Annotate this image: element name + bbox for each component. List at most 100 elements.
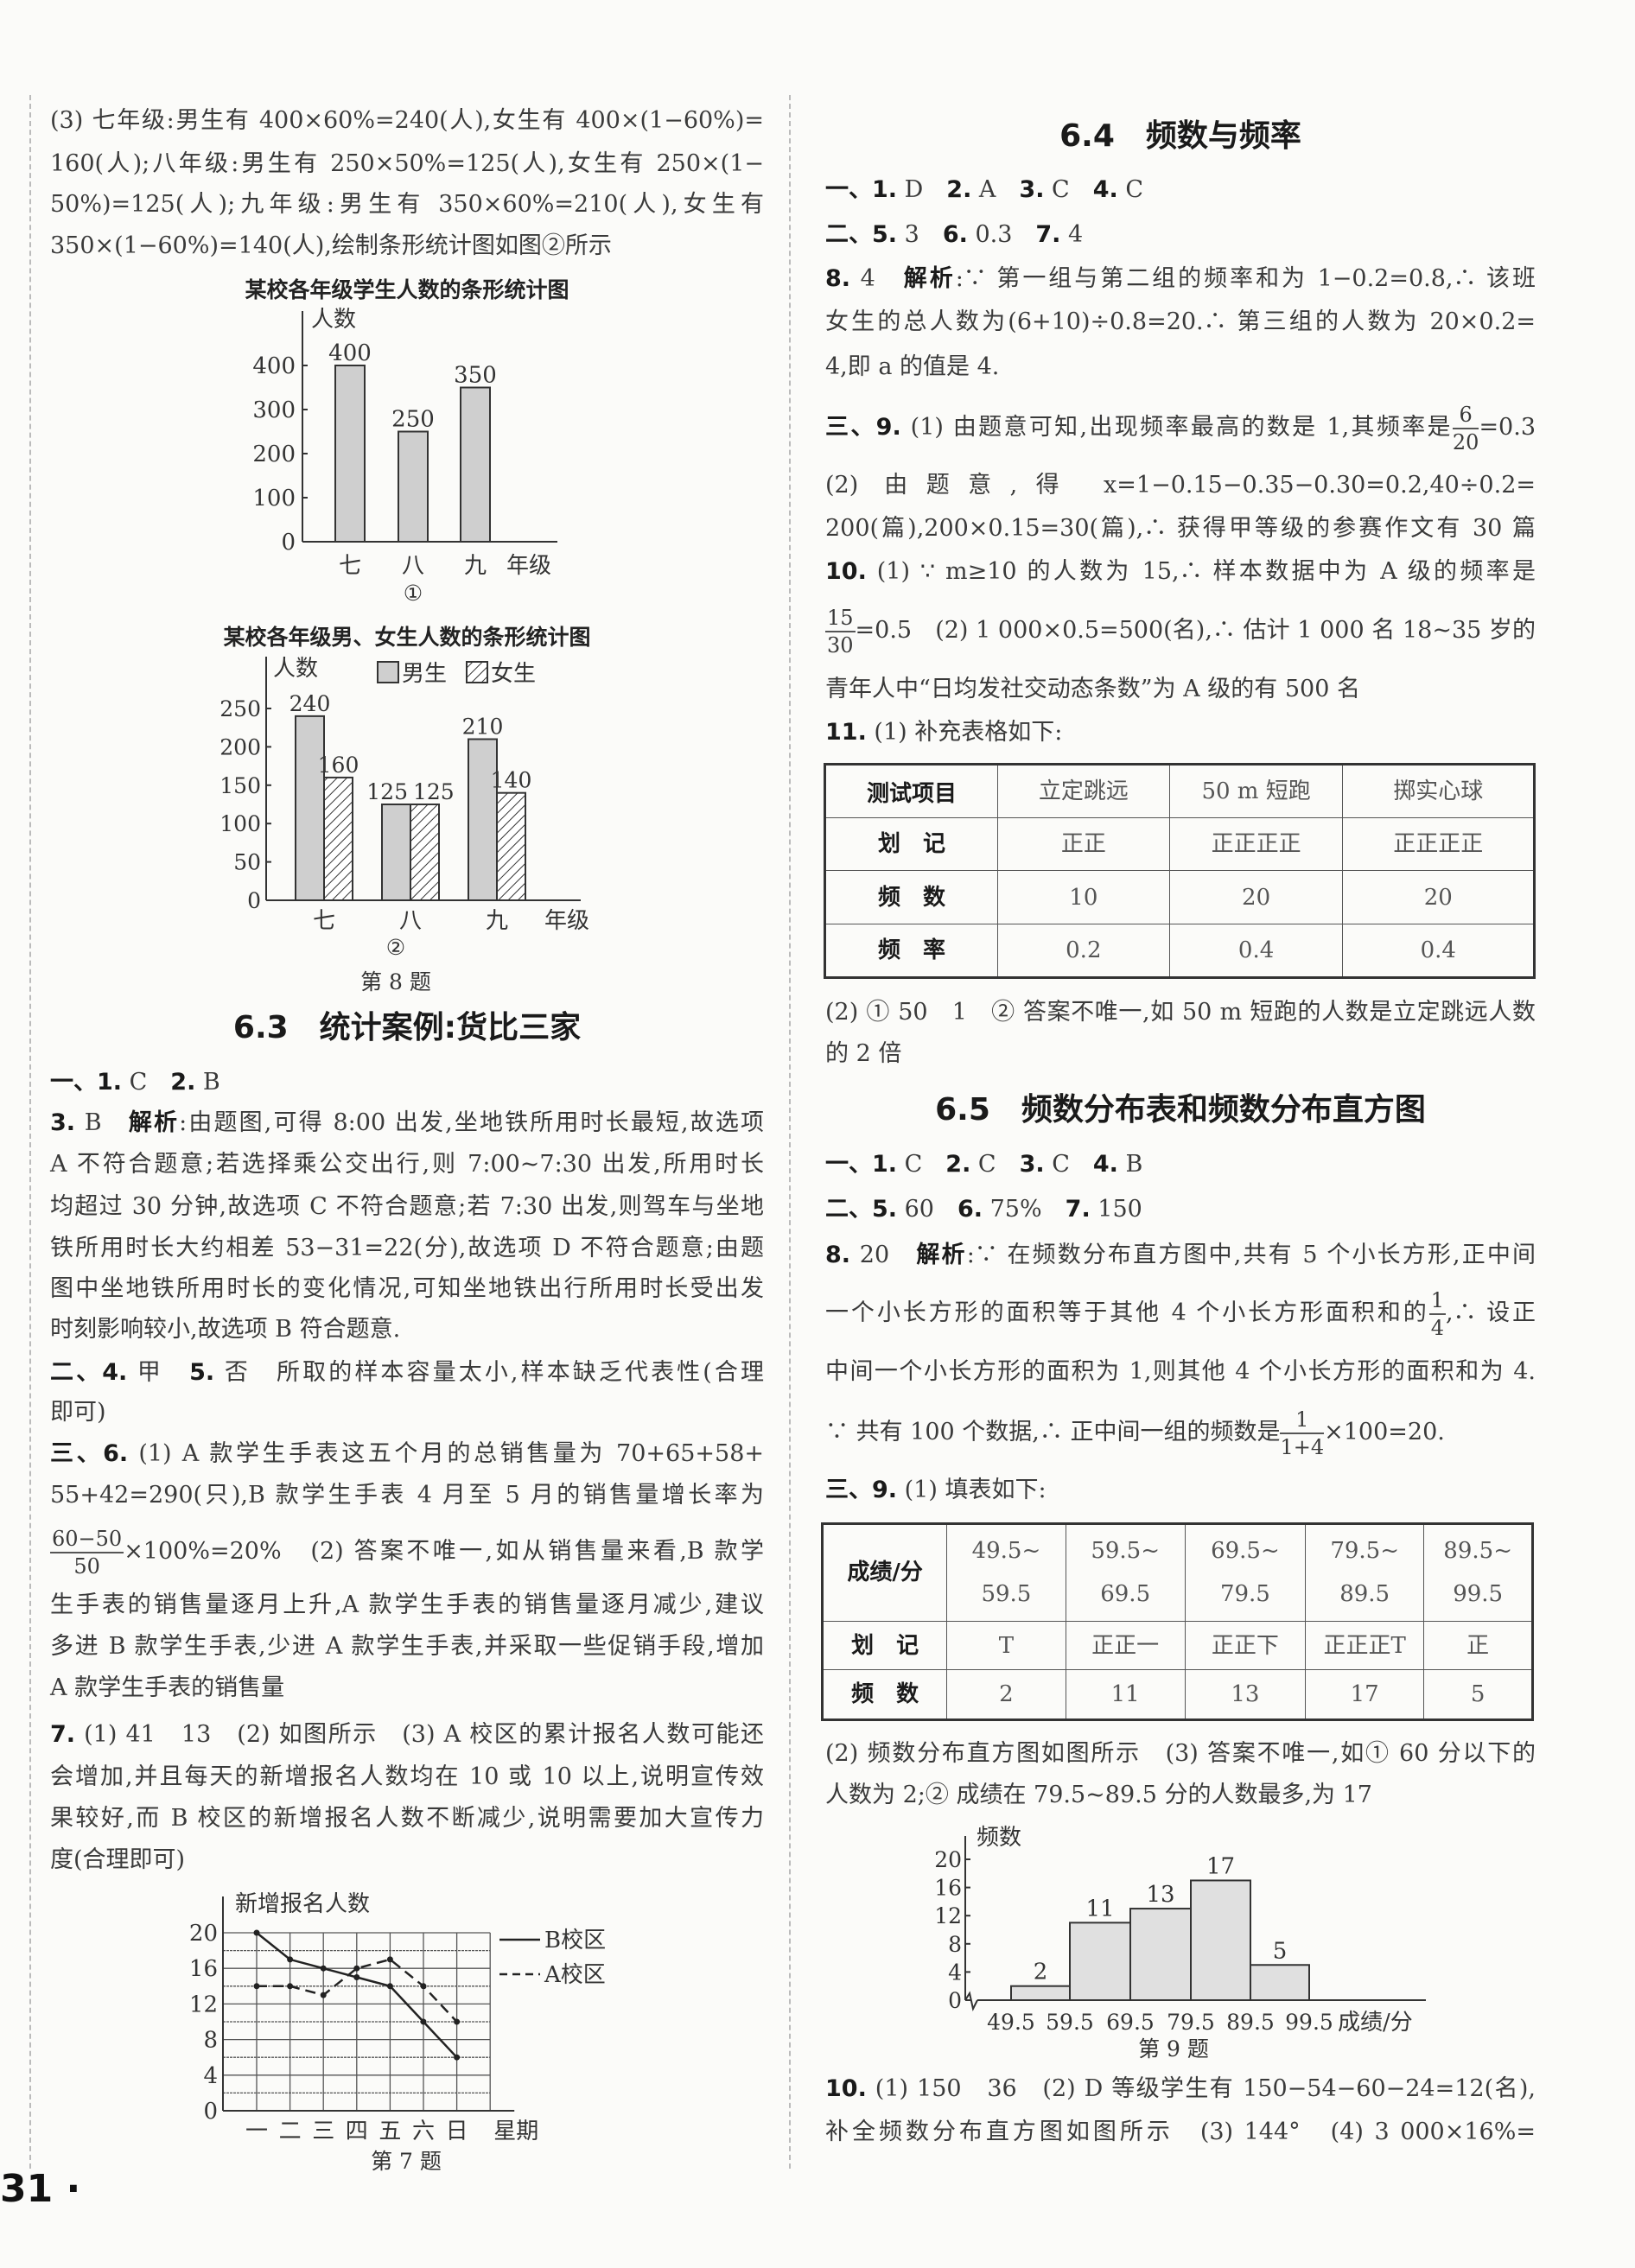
- y-tick-label: 16: [934, 1876, 962, 1901]
- row-header-cell: 测试项目: [824, 763, 998, 819]
- x-tick-label: 99.5: [1285, 2010, 1333, 2035]
- fraction: 1 1+4: [1280, 1407, 1325, 1460]
- table-cell: 立定跳远: [996, 763, 1170, 819]
- y-tick-label: 0: [247, 888, 261, 913]
- bold-label: 一、1.: [50, 1069, 123, 1096]
- y-tick-label: 100: [252, 486, 296, 511]
- chart1-caption: ①: [403, 581, 423, 606]
- text-segment: 4: [850, 265, 904, 292]
- y-tick-label: 8: [948, 1932, 962, 1957]
- test-items-table: 测试项目 立定跳远 50 m 短跑 掷实心球划 记正正 正正正正 正正正正频 数 10 20 2…: [824, 763, 1536, 979]
- text-line: 160(人);八年级:男生有 250×50%=125(人),女生有 250×(1…: [50, 143, 764, 185]
- bold-label: 解析: [916, 1242, 967, 1268]
- text-segment: 55+42=290(只),B 款学生手表 4 月至 5 月的销售量增长率为: [50, 1482, 764, 1509]
- data-point: [353, 1965, 360, 1972]
- score-frequency-table: 成绩/分 49.5~ 59.5 59.5~ 69.5 69.5~ 79.5 79.5~ …: [821, 1522, 1534, 1721]
- section-heading: 6.4 频数与频率: [1059, 118, 1301, 154]
- data-point: [420, 1983, 427, 1990]
- text-line: 铁所用时长大约相差 53−31=22(分),故选项 D 不符合题意;由题: [50, 1228, 764, 1269]
- table-cell: 59.5~ 69.5: [1065, 1523, 1186, 1622]
- text-segment: 青年人中“日均发社交动态条数”为 A 级的有 500 名: [825, 676, 1360, 702]
- row-header-cell: 频 数: [821, 1669, 948, 1720]
- bold-label: 2.: [946, 176, 972, 203]
- table-cell: 正正: [996, 817, 1170, 872]
- text-line: 二、4. 甲 5. 否 所取的样本容量太小,样本缺乏代表性(合理: [50, 1352, 764, 1394]
- bold-label: 2.: [170, 1069, 196, 1096]
- bar-value-label: 2: [1034, 1960, 1048, 1985]
- data-point: [386, 1956, 393, 1963]
- text-segment: B: [1117, 1151, 1143, 1178]
- text-segment: ∵ 共有 100 个数据,∴ 正中间一组的频数是: [825, 1419, 1281, 1445]
- text-segment: ,∴ 设正: [1445, 1299, 1536, 1326]
- fraction-denominator: 50: [73, 1553, 100, 1579]
- y-tick-label: 12: [934, 1903, 962, 1928]
- text-segment: (1) 41 13 (2) 如图所示 (3) A 校区的累计报名人数可能还: [75, 1721, 764, 1748]
- data-point: [320, 1992, 327, 1998]
- text-line: 10. (1) 150 36 (2) D 等级学生有 150−54−60−24=…: [825, 2068, 1536, 2110]
- histogram-bar: [1129, 1908, 1192, 2002]
- x-category-label: 日: [446, 2119, 468, 2144]
- text-line: 会增加,并且每天的新增报名人数均在 10 或 10 以上,说明宣传效: [50, 1757, 764, 1798]
- fraction-numerator: 6: [1452, 402, 1479, 429]
- x-category-label: 六: [412, 2119, 435, 2144]
- fraction-denominator: 20: [1452, 429, 1479, 454]
- axis-break-icon: [964, 1991, 978, 2011]
- page-margin-line: [29, 95, 31, 2169]
- text-line: 均超过 30 分钟,故选项 C 不符合题意;若 7:30 出发,则驾车与坐地: [50, 1186, 764, 1228]
- text-segment: :∵ 第一组与第二组的频率和为 1−0.2=0.8,∴ 该班: [955, 265, 1536, 292]
- y-tick-label: 50: [233, 850, 261, 875]
- bar-value-label: 140: [491, 768, 532, 793]
- data-point: [253, 1983, 260, 1990]
- bold-label: 8.: [825, 1242, 851, 1268]
- bar-female: [410, 804, 440, 901]
- text-segment: D: [897, 176, 947, 203]
- table-cell: 79.5~ 89.5: [1305, 1523, 1425, 1622]
- y-tick-label: 4: [203, 2063, 218, 2089]
- bold-label: 7.: [1035, 221, 1061, 248]
- fraction-numerator: 1: [1280, 1407, 1325, 1434]
- bar-male: [295, 715, 325, 901]
- data-point: [287, 1956, 294, 1963]
- text-segment: C: [970, 1151, 1020, 1178]
- bold-label: 解析: [903, 265, 956, 292]
- text-line: 8. 4 解析:∵ 第一组与第二组的频率和为 1−0.2=0.8,∴ 该班: [825, 258, 1536, 300]
- text-segment: B: [195, 1069, 220, 1096]
- table-cell: 17: [1305, 1669, 1425, 1720]
- bold-label: 二、5.: [825, 1196, 898, 1223]
- text-line: 8. 20 解析:∵ 在频数分布直方图中,共有 5 个小长方形,正中间: [825, 1235, 1536, 1276]
- bold-label: 6.: [942, 221, 968, 248]
- bold-label: 一、1.: [825, 176, 898, 203]
- text-line: 二、5. 3 6. 0.3 7. 4: [825, 214, 1536, 256]
- row-header-cell: 划 记: [824, 817, 998, 872]
- table-cell: 11: [1065, 1669, 1186, 1720]
- table-cell: 50 m 短跑: [1168, 763, 1344, 819]
- text-segment: C: [122, 1069, 171, 1096]
- text-segment: 否 所取的样本容量太小,样本缺乏代表性(合理: [214, 1359, 764, 1386]
- bold-label: 三、9.: [825, 414, 901, 441]
- text-segment: 4: [1060, 221, 1084, 248]
- bar-value-label: 240: [289, 691, 331, 716]
- table-row: 成绩/分 49.5~ 59.5 59.5~ 69.5 69.5~ 79.5 79.5~ …: [821, 1523, 1533, 1622]
- text-line: 青年人中“日均发社交动态条数”为 A 级的有 500 名: [825, 669, 1536, 710]
- text-segment: (3) 七年级:男生有 400×60%=240(人),女生有 400×(1−60…: [50, 107, 764, 134]
- table-cell: 0.2: [996, 923, 1170, 979]
- text-line: (2) 频数分布直方图如图所示 (3) 答案不唯一,如① 60 分以下的: [825, 1733, 1536, 1775]
- text-segment: (1) ∵ m≥10 的人数为 15,∴ 样本数据中为 A 级的频率是: [866, 558, 1536, 585]
- bold-label: 三、9.: [825, 1477, 898, 1503]
- table-cell: 49.5~ 59.5: [946, 1523, 1066, 1622]
- section-heading: 6.3 统计案例:货比三家: [232, 1010, 582, 1045]
- text-segment: 会增加,并且每天的新增报名人数均在 10 或 10 以上,说明宣传效: [50, 1763, 764, 1790]
- text-segment: (2) 频数分布直方图如图所示 (3) 答案不唯一,如① 60 分以下的: [825, 1740, 1536, 1767]
- text-segment: A: [971, 176, 1020, 203]
- table-cell: 掷实心球: [1342, 763, 1535, 819]
- text-line: 度(合理即可): [50, 1839, 764, 1881]
- text-segment: C: [1044, 176, 1093, 203]
- legend-label: A校区: [544, 1962, 606, 1988]
- text-segment: (2) 由题意,得 x=1−0.15−0.35−0.30=0.2,40÷0.2=: [825, 472, 1536, 499]
- text-segment: 75%: [983, 1196, 1066, 1223]
- bold-label: 7.: [1065, 1196, 1091, 1223]
- table-cell: 10: [996, 870, 1170, 924]
- text-segment: (1) 补充表格如下:: [866, 719, 1063, 746]
- bar-value-label: 350: [454, 363, 497, 389]
- bold-label: 二、4.: [50, 1359, 128, 1386]
